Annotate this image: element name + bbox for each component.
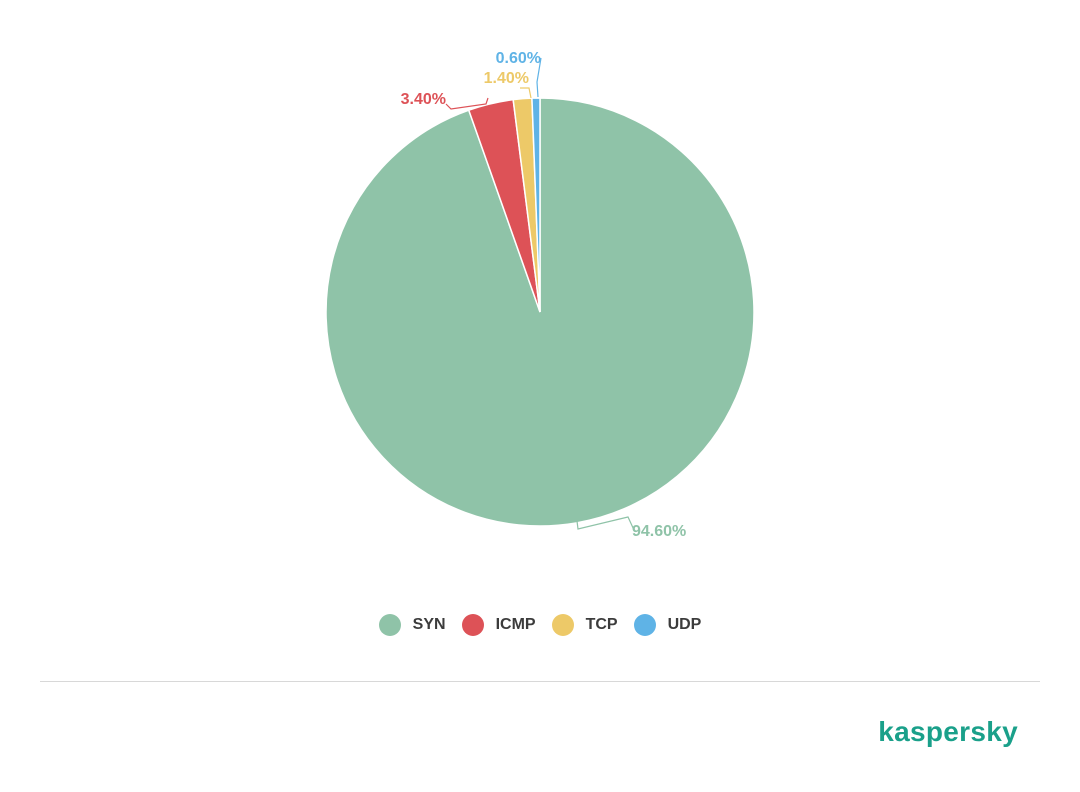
data-label-tcp: 1.40% xyxy=(484,70,529,87)
kaspersky-logo: kaspersky xyxy=(878,716,1018,747)
legend-label-tcp: TCP xyxy=(585,616,618,633)
leader-line-icmp xyxy=(445,97,489,110)
pie-slices xyxy=(325,97,755,527)
data-label-syn: 94.60% xyxy=(632,523,686,540)
leader-line-syn xyxy=(576,516,635,531)
footer-divider xyxy=(40,681,1040,682)
legend: SYN ICMP TCP UDP xyxy=(0,614,1080,636)
pie-chart: 94.60% 3.40% 1.40% 0.60% xyxy=(325,50,755,540)
legend-item-icmp[interactable]: ICMP xyxy=(461,614,536,636)
legend-item-udp[interactable]: UDP xyxy=(633,614,702,636)
legend-dot-udp xyxy=(633,614,656,636)
data-label-udp: 0.60% xyxy=(496,50,541,67)
legend-dot-tcp xyxy=(551,614,574,636)
data-labels: 94.60% 3.40% 1.40% 0.60% xyxy=(401,50,687,540)
legend-item-tcp[interactable]: TCP xyxy=(551,614,618,636)
leader-line-udp xyxy=(536,57,542,98)
legend-label-syn: SYN xyxy=(412,616,446,633)
leader-lines xyxy=(445,57,635,531)
legend-item-syn[interactable]: SYN xyxy=(378,614,446,636)
legend-label-icmp: ICMP xyxy=(495,616,536,633)
pie-slice-udp[interactable] xyxy=(531,97,541,313)
legend-dot-syn xyxy=(378,614,401,636)
data-label-icmp: 3.40% xyxy=(401,91,446,108)
legend-dot-icmp xyxy=(461,614,484,636)
legend-label-udp: UDP xyxy=(667,616,702,633)
leader-line-tcp xyxy=(520,87,532,99)
